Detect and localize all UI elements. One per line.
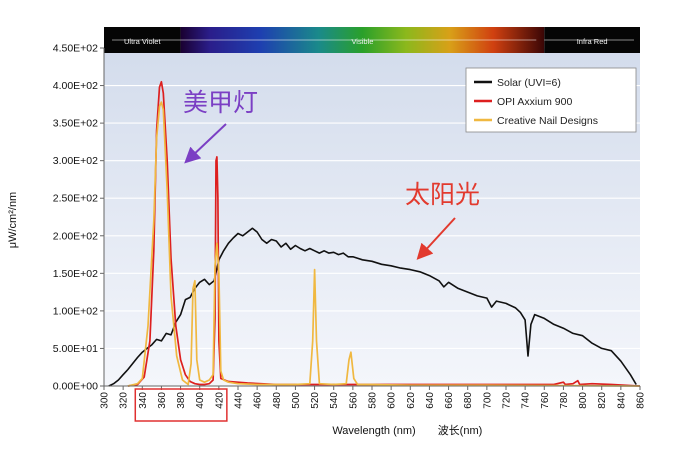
series-line-creative-nail-designs xyxy=(127,101,641,387)
y-tick-label-250: 2.50E+02 xyxy=(53,193,98,205)
x-tick-label-860: 860 xyxy=(636,392,647,409)
y-tick-label-50: 5.00E+01 xyxy=(53,343,98,355)
y-tick-label-150: 1.50E+02 xyxy=(53,268,98,280)
y-tick-label-0: 0.00E+00 xyxy=(53,381,98,393)
x-tick-label-540: 540 xyxy=(329,392,340,409)
y-tick-label-300: 3.00E+02 xyxy=(53,155,98,167)
legend-label-opi: OPI Axxium 900 xyxy=(497,96,572,108)
band-label-ultra-violet: Ultra Violet xyxy=(124,37,161,46)
x-tick-label-840: 840 xyxy=(616,392,627,409)
x-tick-label-420: 420 xyxy=(214,392,225,409)
x-tick-label-360: 360 xyxy=(157,392,168,409)
legend-label-cnd: Creative Nail Designs xyxy=(497,115,598,127)
x-tick-label-580: 580 xyxy=(368,392,379,409)
x-tick-label-640: 640 xyxy=(425,392,436,409)
x-axis-label-cn: 波长(nm) xyxy=(438,424,483,437)
series-line-solar-uvi-6 xyxy=(108,227,637,387)
x-tick-label-660: 660 xyxy=(444,392,455,409)
x-tick-label-400: 400 xyxy=(195,392,206,409)
x-tick-label-800: 800 xyxy=(578,392,589,409)
x-tick-label-760: 760 xyxy=(540,392,551,409)
y-axis-label: μW/cm²/nm xyxy=(7,192,19,248)
legend-box xyxy=(465,67,637,133)
annotation-nail-lamp: 美甲灯 xyxy=(183,89,258,117)
x-tick-label-700: 700 xyxy=(482,392,493,409)
annotation-sunlight: 太阳光 xyxy=(405,181,480,209)
x-tick-label-740: 740 xyxy=(521,392,532,409)
series-lines xyxy=(108,80,641,387)
x-tick-label-480: 480 xyxy=(272,392,283,409)
x-tick-label-380: 380 xyxy=(176,392,187,409)
y-tick-label-100: 1.00E+02 xyxy=(53,305,98,317)
annotation-sunlight-arrow xyxy=(416,217,456,260)
band-label-visible: Visible xyxy=(351,37,373,46)
x-tick-label-620: 620 xyxy=(406,392,417,409)
x-tick-label-600: 600 xyxy=(387,392,398,409)
x-tick-label-500: 500 xyxy=(291,392,302,409)
x-tick-label-520: 520 xyxy=(310,392,321,409)
spectrum-band-bar: Ultra Violet Visible Infra Red xyxy=(104,27,640,53)
y-tick-label-200: 2.00E+02 xyxy=(53,230,98,242)
annotation-nail-lamp-arrow xyxy=(184,123,227,164)
x-tick-label-460: 460 xyxy=(253,392,264,409)
x-tick-label-720: 720 xyxy=(502,392,513,409)
x-tick-label-300: 300 xyxy=(100,392,111,409)
x-tick-label-680: 680 xyxy=(463,392,474,409)
x-tick-label-320: 320 xyxy=(119,392,130,409)
x-tick-label-820: 820 xyxy=(597,392,608,409)
x-tick-label-340: 340 xyxy=(138,392,149,409)
x-tick-label-780: 780 xyxy=(559,392,570,409)
y-tick-label-350: 3.50E+02 xyxy=(53,118,98,130)
highlight-340-420-box xyxy=(134,388,228,422)
y-tick-label-450: 4.50E+02 xyxy=(53,43,98,55)
x-tick-label-560: 560 xyxy=(348,392,359,409)
x-axis-label: Wavelength (nm) xyxy=(332,425,415,437)
y-tick-label-400: 4.00E+02 xyxy=(53,80,98,92)
legend-label-solar: Solar (UVI=6) xyxy=(497,77,561,89)
series-line-opi-axxium-900 xyxy=(127,80,641,387)
axes: 0.00E+00 5.00E+01 1.00E+02 1.50E+02 2.00E+02… xyxy=(53,43,647,409)
x-tick-label-440: 440 xyxy=(234,392,245,409)
legend: Solar (UVI=6) OPI Axxium 900 Creative Na… xyxy=(465,67,637,133)
band-label-infra-red: Infra Red xyxy=(577,37,608,46)
